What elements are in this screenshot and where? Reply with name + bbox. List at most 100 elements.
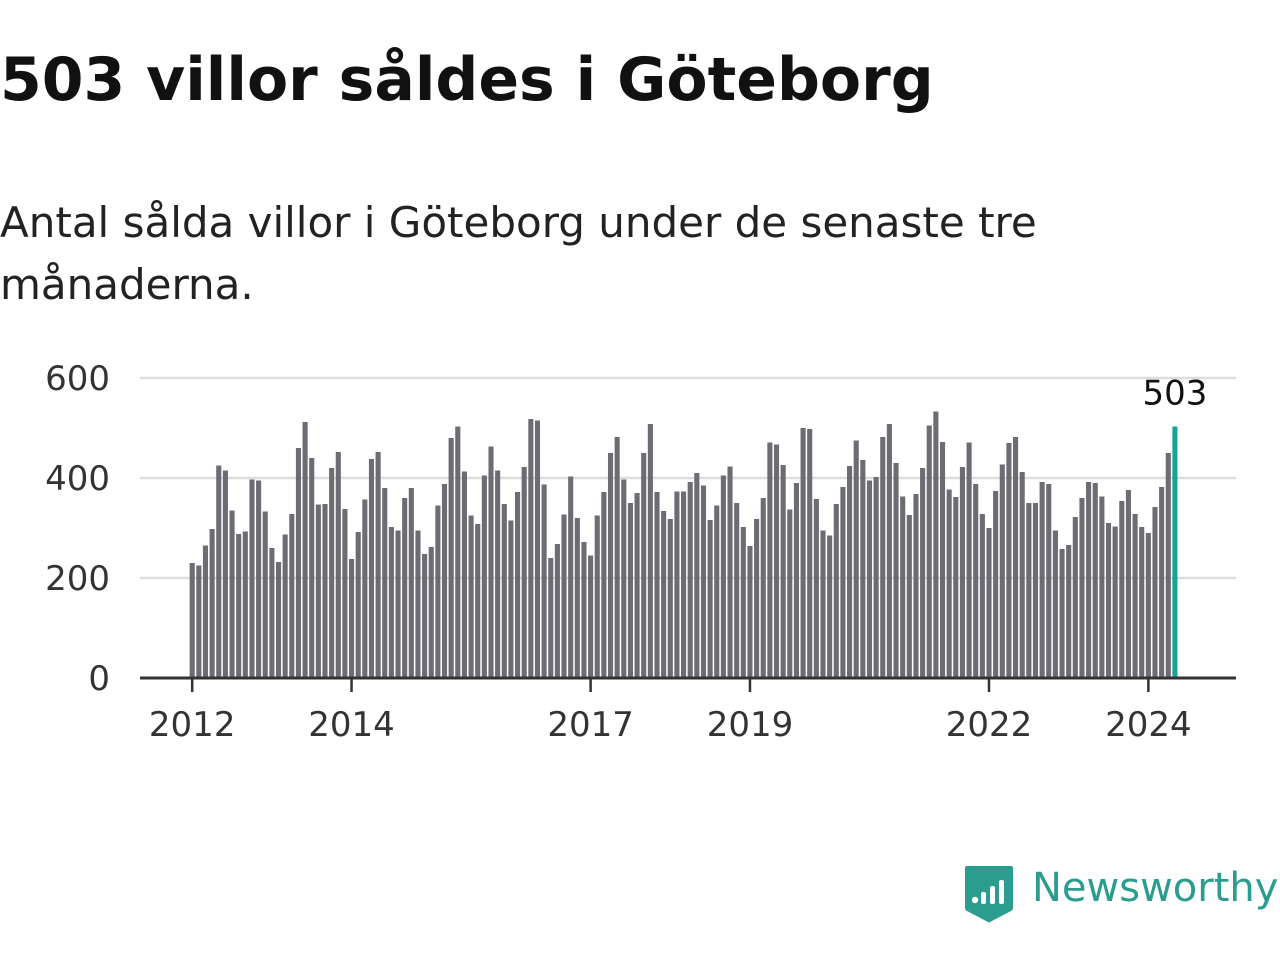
- bar: [408, 488, 414, 678]
- bar: [481, 475, 487, 678]
- bar: [395, 530, 401, 678]
- bar: [1132, 514, 1138, 678]
- bar: [309, 458, 315, 678]
- brand-name: Newsworthy: [1032, 865, 1279, 911]
- bar: [362, 499, 368, 678]
- bar: [349, 559, 355, 678]
- bar: [973, 484, 979, 678]
- bar: [647, 424, 653, 678]
- bar: [886, 424, 892, 678]
- bar: [601, 492, 607, 678]
- bar: [760, 498, 766, 678]
- y-tick-label: 0: [88, 659, 110, 699]
- chart-subtitle: Antal sålda villor i Göteborg under de s…: [0, 198, 1037, 309]
- bar: [939, 442, 946, 678]
- last-value-label: 503: [1142, 374, 1207, 414]
- bar: [853, 440, 859, 678]
- bar: [216, 465, 222, 678]
- bar: [335, 452, 341, 678]
- bar: [441, 484, 448, 678]
- bar: [262, 511, 268, 678]
- bar: [787, 509, 793, 678]
- bar: [654, 492, 660, 678]
- bar: [355, 532, 361, 678]
- bar: [661, 511, 667, 678]
- bar: [1152, 507, 1158, 678]
- bar: [229, 510, 235, 678]
- bar: [1086, 482, 1092, 678]
- bar: [807, 429, 813, 678]
- bar: [694, 473, 700, 678]
- bar: [515, 492, 521, 678]
- bar: [747, 546, 753, 678]
- bar: [926, 425, 932, 678]
- bar: [820, 530, 826, 678]
- x-tick-label: 2024: [1105, 705, 1192, 745]
- bar: [607, 453, 614, 678]
- bar: [959, 467, 965, 678]
- bar: [189, 563, 195, 678]
- x-tick-label: 2019: [707, 705, 794, 745]
- bar: [793, 483, 799, 678]
- bar: [594, 515, 600, 678]
- bar: [295, 448, 301, 678]
- bar: [1013, 437, 1019, 678]
- bar: [674, 491, 680, 678]
- bar: [621, 479, 627, 678]
- bar: [1105, 523, 1112, 678]
- bar: [554, 544, 560, 678]
- bar: [986, 528, 992, 678]
- bar: [1059, 549, 1065, 678]
- bar: [315, 504, 321, 678]
- x-tick-label: 2012: [149, 705, 236, 745]
- bar: [953, 497, 959, 678]
- newsworthy-logo-icon: [965, 866, 1013, 923]
- bar-highlight: [1172, 426, 1178, 678]
- bar: [813, 499, 819, 678]
- bar: [1159, 487, 1165, 678]
- bar: [627, 503, 633, 678]
- bar: [866, 480, 873, 678]
- bar: [1006, 443, 1012, 678]
- bar: [422, 554, 428, 678]
- bar: [448, 438, 454, 678]
- y-tick-label: 600: [45, 359, 110, 399]
- bar: [1046, 484, 1052, 678]
- bar: [913, 494, 919, 678]
- bar: [1099, 496, 1105, 678]
- bar: [1026, 503, 1032, 678]
- bar: [196, 565, 202, 678]
- bar: [501, 504, 507, 678]
- x-tick-label: 2017: [547, 705, 634, 745]
- x-tick-label: 2022: [946, 705, 1033, 745]
- bar: [993, 491, 999, 678]
- newsworthy-logo: Newsworthy: [964, 864, 1278, 926]
- bar: [375, 452, 381, 678]
- bar: [548, 558, 554, 678]
- bar: [282, 534, 288, 678]
- bar: [893, 463, 899, 678]
- bar: [256, 480, 262, 678]
- bar-chart: 0 200 400 600 2012 2014 2017 2019 2022 2024 503: [45, 359, 1236, 745]
- bar: [495, 470, 501, 678]
- bar: [1072, 517, 1078, 678]
- y-tick-label: 200: [45, 559, 110, 599]
- bar: [840, 487, 846, 678]
- chart-title: 503 villor såldes i Göteborg: [0, 45, 934, 115]
- bar: [508, 520, 514, 678]
- bar: [415, 530, 421, 678]
- bar: [202, 545, 209, 678]
- bar: [1066, 545, 1072, 678]
- bar: [475, 524, 481, 678]
- bar: [561, 514, 567, 678]
- bar: [946, 489, 952, 678]
- bar: [1165, 453, 1171, 678]
- bar: [435, 505, 441, 678]
- bar: [1139, 527, 1145, 678]
- bar: [329, 468, 335, 678]
- x-tick-label: 2014: [308, 705, 395, 745]
- bar: [641, 453, 647, 678]
- bar: [455, 426, 461, 678]
- bar: [302, 422, 308, 678]
- bar: [681, 491, 687, 678]
